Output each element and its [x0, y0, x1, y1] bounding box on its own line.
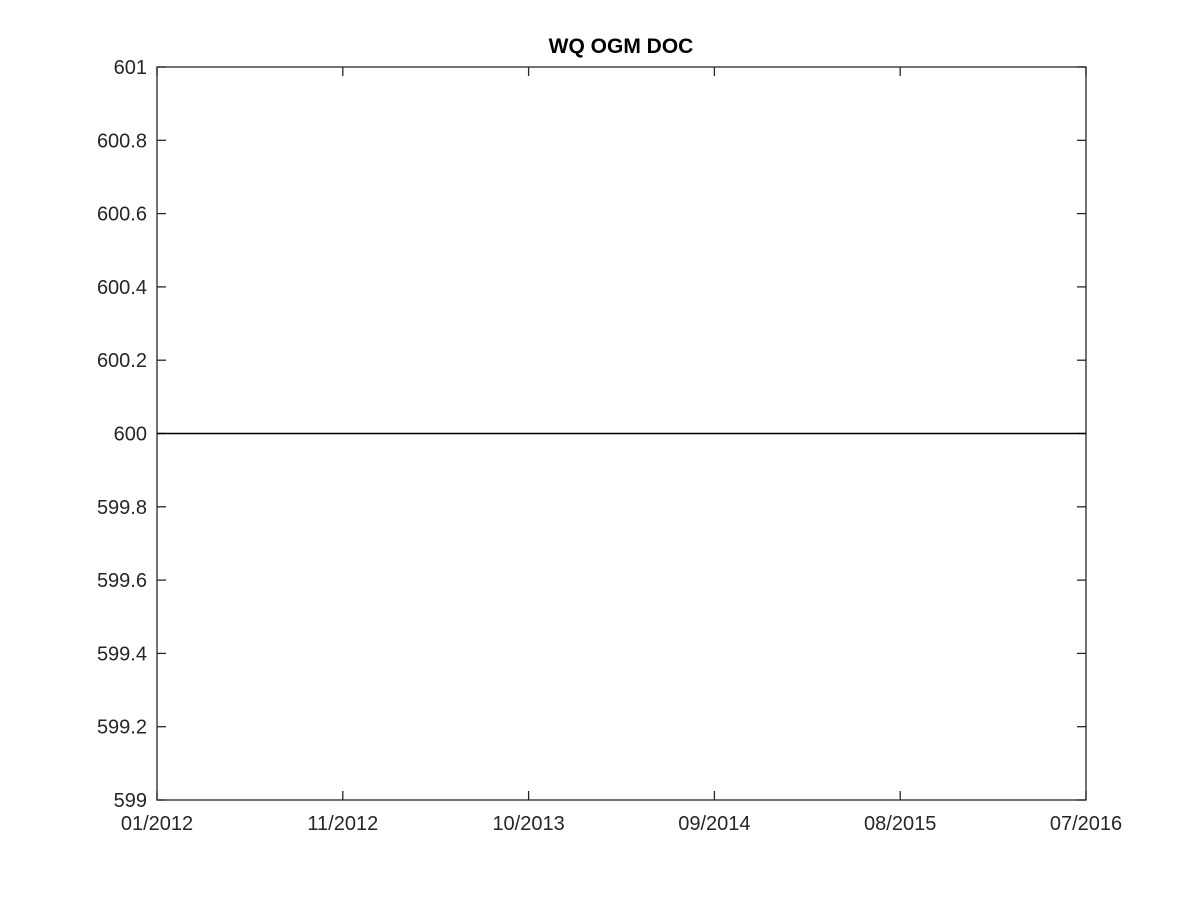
y-tick-label: 600.2 [97, 350, 147, 372]
y-tick-label: 599 [114, 790, 147, 812]
y-tick-label: 601 [114, 57, 147, 79]
y-tick-label: 599.2 [97, 717, 147, 739]
y-tick-label: 599.4 [97, 643, 147, 665]
chart-title: WQ OGM DOC [549, 35, 694, 58]
axes: 01/2012 11/2012 10/2013 09/2014 08/2015 07/20… [97, 57, 1122, 835]
x-tick-label: 01/2012 [121, 813, 193, 835]
y-tick-label: 600.8 [97, 130, 147, 152]
y-tick-label: 600 [114, 424, 147, 446]
x-tick-label: 10/2013 [492, 813, 564, 835]
x-tick-label: 11/2012 [307, 813, 378, 835]
x-tick-label: 08/2015 [864, 813, 936, 835]
y-tick-label: 599.6 [97, 570, 147, 592]
y-tick-label: 599.8 [97, 497, 147, 519]
x-tick-label: 07/2016 [1050, 813, 1122, 835]
x-tick-label: 09/2014 [678, 813, 750, 835]
y-tick-label: 600.6 [97, 204, 147, 226]
y-tick-label: 600.4 [97, 277, 147, 299]
